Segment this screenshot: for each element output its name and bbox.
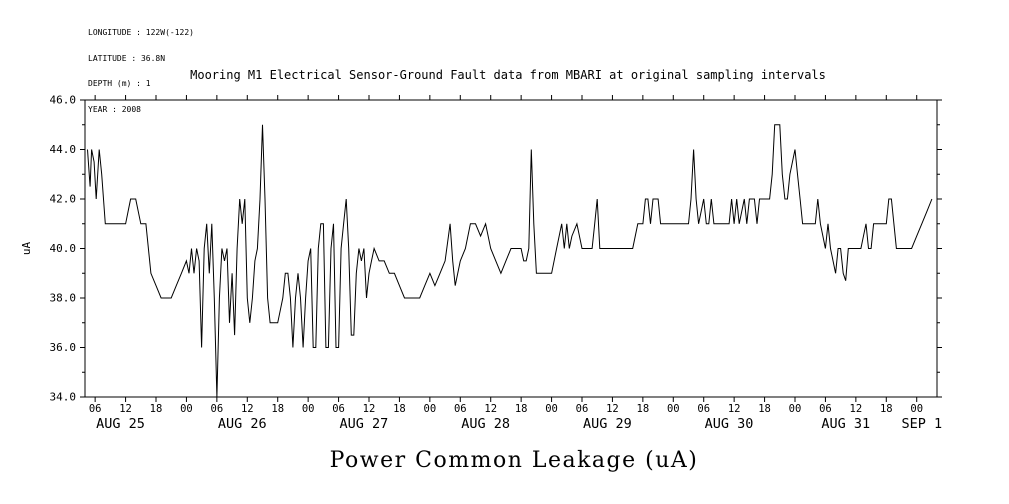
x-tick-label: 18 — [880, 403, 893, 415]
x-tick-label: 18 — [271, 403, 284, 415]
x-day-label: AUG 31 — [821, 416, 870, 432]
leakage-data-line — [87, 124, 933, 397]
x-tick-label: 18 — [150, 403, 163, 415]
x-tick-label: 12 — [363, 403, 376, 415]
x-tick-label: 12 — [484, 403, 497, 415]
x-tick-label: 00 — [910, 403, 923, 415]
station-metadata: LONGITUDE : 122W(-122) LATITUDE : 36.8N … — [88, 12, 194, 131]
x-tick-label: 12 — [850, 403, 863, 415]
y-tick-label: 44.0 — [50, 143, 77, 156]
x-axis-label: Power Common Leakage (uA) — [329, 448, 699, 473]
x-tick-label: 00 — [180, 403, 193, 415]
metadata-longitude: LONGITUDE : 122W(-122) — [88, 28, 194, 37]
x-tick-label: 18 — [515, 403, 528, 415]
x-tick-label: 06 — [819, 403, 832, 415]
y-tick-label: 40.0 — [50, 242, 77, 255]
x-day-label: AUG 26 — [218, 416, 267, 432]
y-tick-label: 34.0 — [50, 391, 77, 404]
x-day-label: AUG 27 — [340, 416, 389, 432]
x-tick-label: 06 — [89, 403, 102, 415]
x-tick-label: 12 — [728, 403, 741, 415]
x-tick-label: 18 — [758, 403, 771, 415]
y-tick-label: 38.0 — [50, 292, 77, 305]
x-tick-label: 12 — [241, 403, 254, 415]
x-tick-label: 06 — [576, 403, 589, 415]
x-day-label: AUG 29 — [583, 416, 632, 432]
metadata-depth: DEPTH (m) : 1 — [88, 79, 151, 88]
y-tick-label: 46.0 — [50, 94, 77, 107]
x-tick-label: 06 — [454, 403, 467, 415]
x-tick-label: 00 — [424, 403, 437, 415]
x-tick-label: 00 — [545, 403, 558, 415]
x-day-label: SEP 1 — [901, 416, 942, 432]
y-tick-label: 36.0 — [50, 341, 77, 354]
x-day-label: AUG 25 — [96, 416, 145, 432]
x-tick-label: 06 — [332, 403, 345, 415]
x-tick-label: 00 — [667, 403, 680, 415]
x-tick-label: 18 — [393, 403, 406, 415]
metadata-year: YEAR : 2008 — [88, 104, 141, 114]
x-tick-label: 12 — [606, 403, 619, 415]
x-tick-label: 00 — [789, 403, 802, 415]
x-tick-label: 06 — [211, 403, 224, 415]
x-tick-label: 06 — [697, 403, 710, 415]
x-day-label: AUG 30 — [705, 416, 754, 432]
chart-title: Mooring M1 Electrical Sensor-Ground Faul… — [190, 68, 826, 82]
x-tick-label: 00 — [302, 403, 315, 415]
x-day-label: AUG 28 — [461, 416, 510, 432]
x-tick-label: 12 — [119, 403, 132, 415]
y-tick-label: 42.0 — [50, 193, 77, 206]
metadata-latitude: LATITUDE : 36.8N — [88, 53, 166, 63]
x-tick-label: 18 — [637, 403, 650, 415]
